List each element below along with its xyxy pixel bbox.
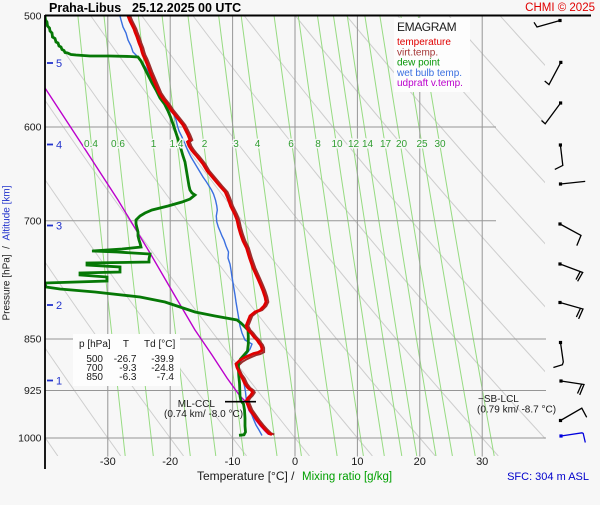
svg-text:20: 20 [396, 139, 408, 150]
svg-text:Td [°C]: Td [°C] [144, 339, 175, 350]
svg-text:1: 1 [56, 376, 62, 388]
svg-text:12: 12 [348, 139, 360, 150]
svg-text:0.4: 0.4 [84, 139, 98, 150]
svg-text:-24.8: -24.8 [151, 363, 174, 374]
svg-text:-7.4: -7.4 [157, 372, 175, 383]
svg-text:17: 17 [380, 139, 392, 150]
svg-text:temperature: temperature [397, 37, 451, 48]
svg-text:8: 8 [315, 139, 321, 150]
svg-text:Mixing ratio [g/kg]: Mixing ratio [g/kg] [302, 471, 392, 483]
svg-text:-6.3: -6.3 [119, 372, 137, 383]
svg-text:2: 2 [202, 139, 208, 150]
svg-text:Praha-Libus: Praha-Libus [49, 1, 121, 15]
svg-text:-26.7: -26.7 [114, 354, 137, 365]
svg-text:850: 850 [86, 372, 103, 383]
svg-text:700: 700 [24, 216, 42, 228]
svg-text:dew point: dew point [397, 58, 440, 69]
svg-text:925: 925 [24, 385, 42, 397]
svg-text:−SB-LCL: −SB-LCL [478, 394, 519, 405]
svg-text:25.12.2025 00 UTC: 25.12.2025 00 UTC [132, 1, 241, 15]
svg-text:-10: -10 [225, 456, 241, 468]
svg-text:virt.temp.: virt.temp. [397, 47, 438, 58]
svg-text:500: 500 [86, 354, 103, 365]
svg-text:1000: 1000 [18, 433, 42, 445]
svg-text:(0.79 km/ -8.7 °C): (0.79 km/ -8.7 °C) [477, 405, 556, 416]
svg-text:6: 6 [288, 139, 294, 150]
svg-text:30: 30 [434, 139, 446, 150]
svg-text:2: 2 [56, 300, 62, 312]
svg-text:ML-CCL: ML-CCL [178, 399, 216, 410]
svg-text:25: 25 [416, 139, 428, 150]
svg-text:p [hPa]: p [hPa] [79, 339, 111, 350]
svg-text:3: 3 [56, 221, 62, 233]
svg-text:10: 10 [331, 139, 343, 150]
svg-text:Temperature [°C] /: Temperature [°C] / [197, 469, 295, 483]
svg-text:-9.3: -9.3 [119, 363, 137, 374]
svg-text:-39.9: -39.9 [151, 354, 174, 365]
svg-text:700: 700 [86, 363, 103, 374]
svg-text:SFC: 304 m ASL: SFC: 304 m ASL [507, 471, 589, 483]
svg-text:850: 850 [24, 334, 42, 346]
svg-text:1: 1 [151, 139, 157, 150]
svg-text:0.6: 0.6 [111, 139, 125, 150]
svg-text:3: 3 [233, 139, 239, 150]
svg-text:wet bulb temp.: wet bulb temp. [396, 68, 462, 79]
svg-text:-20: -20 [162, 456, 178, 468]
svg-text:20: 20 [414, 456, 426, 468]
svg-text:4: 4 [56, 140, 62, 152]
svg-text:EMAGRAM: EMAGRAM [397, 20, 457, 34]
svg-text:4: 4 [255, 139, 261, 150]
svg-text:5: 5 [56, 58, 62, 70]
svg-text:500: 500 [24, 11, 42, 23]
svg-text:(0.74 km/ -8.0 °C): (0.74 km/ -8.0 °C) [164, 409, 243, 420]
svg-text:T: T [123, 339, 129, 350]
svg-text:1.4: 1.4 [170, 139, 184, 150]
svg-text:14: 14 [362, 139, 374, 150]
svg-text:udpraft v.temp.: udpraft v.temp. [397, 78, 463, 89]
svg-text:10: 10 [351, 456, 363, 468]
svg-text:-30: -30 [100, 456, 116, 468]
svg-text:30: 30 [476, 456, 488, 468]
svg-text:0: 0 [292, 456, 298, 468]
svg-text:Pressure [hPa] / Altitude [k: Pressure [hPa] / Altitude [km] [2, 185, 13, 320]
svg-text:600: 600 [24, 122, 42, 134]
svg-text:CHMI © 2025: CHMI © 2025 [525, 2, 595, 14]
